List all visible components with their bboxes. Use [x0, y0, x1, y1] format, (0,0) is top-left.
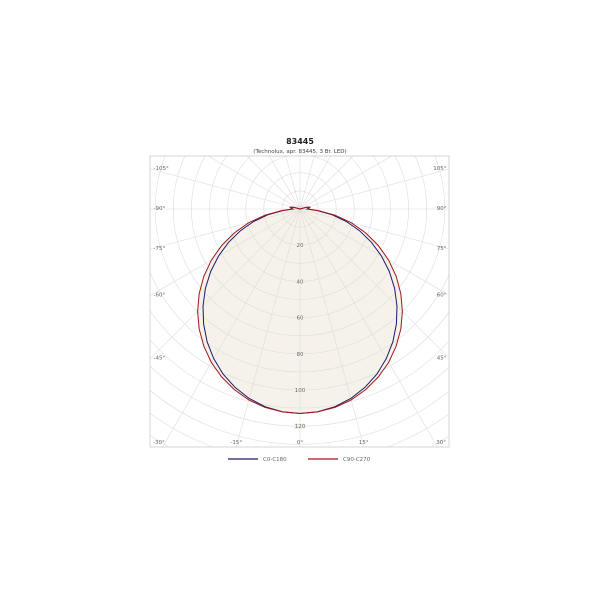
grid-radial-line [246, 156, 301, 210]
legend-label: C90-C270 [343, 457, 371, 463]
grid-radial-line [299, 208, 365, 447]
angle-tick-label: -15° [230, 440, 242, 446]
grid-radial-line [207, 156, 301, 210]
radial-tick-label: 20 [297, 243, 304, 249]
grid-radial-line [299, 156, 393, 210]
angle-tick-label: 45° [437, 356, 447, 362]
angle-tick-label: -105° [154, 166, 169, 172]
grid-radial-line [162, 208, 301, 447]
grid-radial-line [299, 208, 449, 296]
radial-tick-label: 100 [295, 388, 306, 394]
grid-radial-line [150, 208, 301, 250]
grid-radial-line [150, 208, 301, 296]
radial-tick-label: 60 [297, 316, 304, 322]
grid-radial-line [299, 208, 449, 250]
grid-radial-line [299, 208, 438, 447]
radial-tick-label: 80 [297, 352, 304, 358]
radial-tick-label: 40 [297, 279, 304, 285]
angle-tick-label: 90° [437, 206, 447, 212]
series-curve-C90-C270 [197, 206, 403, 415]
angle-tick-label: 30° [436, 440, 446, 446]
angle-tick-label: -60° [154, 292, 166, 298]
angle-tick-label: -30° [153, 440, 165, 446]
grid-radial-line [150, 168, 301, 210]
grid-radial-line [299, 208, 449, 359]
chart-title: 83445 [286, 137, 314, 146]
angle-tick-label: 60° [437, 292, 447, 298]
grid-radial-line [235, 208, 301, 447]
angle-tick-label: 15° [359, 440, 369, 446]
grid-radial-line [299, 156, 354, 210]
angle-tick-label: 0° [297, 440, 303, 446]
angle-tick-label: 75° [437, 246, 447, 252]
angle-tick-label: -75° [154, 246, 166, 252]
angle-tick-label: -45° [154, 356, 166, 362]
grid-radial-line [150, 208, 301, 360]
chart-subtitle: (Technolux, apr. 83445, 3 Br. LED) [253, 149, 346, 155]
angle-tick-label: -90° [154, 206, 166, 212]
radial-tick-label: 120 [295, 424, 306, 430]
grid-radial-line [299, 168, 449, 210]
angle-tick-label: 105° [433, 166, 446, 172]
legend-label: C0-C180 [263, 457, 287, 463]
plot-border [149, 155, 450, 448]
